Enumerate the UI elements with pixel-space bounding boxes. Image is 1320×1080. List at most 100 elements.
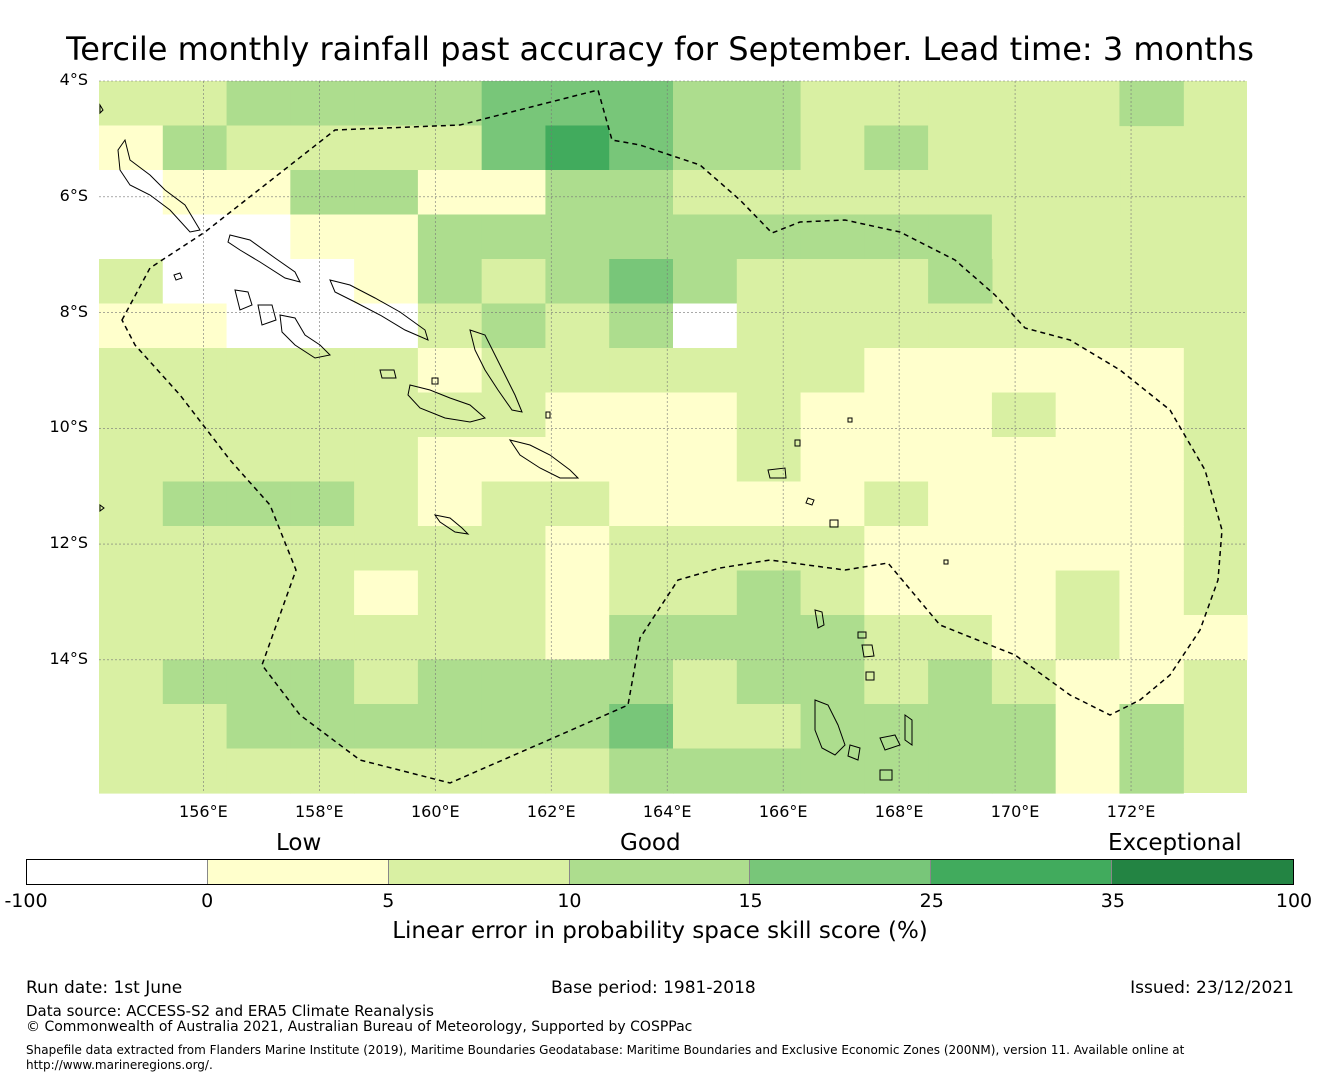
shapefile-url: http://www.marineregions.org/. <box>26 1058 213 1072</box>
skill-cell <box>99 659 164 705</box>
skill-cell <box>928 81 993 127</box>
skill-cell <box>1119 348 1184 394</box>
skill-cell <box>290 659 355 705</box>
skill-cell <box>1119 481 1184 527</box>
skill-cell <box>290 392 355 438</box>
skill-cell <box>226 81 291 127</box>
skill-cell <box>800 170 865 216</box>
skill-cell <box>928 748 993 794</box>
run-date: Run date: 1st June <box>26 978 183 998</box>
skill-cell <box>162 481 228 527</box>
skill-cell <box>800 348 865 394</box>
skill-cell <box>800 259 865 305</box>
lon-label: 170°E <box>990 802 1040 821</box>
lon-label: 160°E <box>410 802 460 821</box>
skill-cell <box>800 615 865 661</box>
skill-cell <box>673 570 738 616</box>
skill-cell <box>545 704 610 750</box>
skill-cell <box>354 481 419 527</box>
skill-cell <box>354 81 419 127</box>
skill-cell <box>354 125 419 171</box>
lon-label: 168°E <box>874 802 924 821</box>
skill-cell <box>864 748 929 794</box>
skill-cell <box>736 81 802 127</box>
skill-cell <box>736 392 802 438</box>
skill-cell <box>928 259 993 305</box>
skill-cell <box>162 348 228 394</box>
skill-cell <box>99 570 164 616</box>
skill-cell <box>417 526 483 572</box>
lat-label: 8°S <box>59 301 88 321</box>
skill-cell <box>991 526 1057 572</box>
skill-cell <box>545 170 610 216</box>
skill-cell <box>545 659 610 705</box>
skill-cell <box>290 348 355 394</box>
skill-cell <box>481 348 547 394</box>
skill-cell <box>290 748 355 794</box>
skill-cell <box>1055 348 1121 394</box>
skill-cell <box>800 303 865 349</box>
skill-cell <box>673 81 738 127</box>
skill-cell <box>354 615 419 661</box>
skill-cell <box>736 214 802 260</box>
skill-cell <box>481 392 547 438</box>
skill-cell <box>162 81 228 127</box>
skill-cell <box>354 392 419 438</box>
skill-cell <box>417 615 483 661</box>
skill-cell <box>609 170 674 216</box>
skill-cell <box>673 125 738 171</box>
skill-cell <box>1055 570 1121 616</box>
skill-cell <box>673 392 738 438</box>
rennell-island <box>433 514 470 535</box>
colorbar-tick-label: 35 <box>1100 890 1125 912</box>
colorbar-segment <box>1112 860 1294 884</box>
lon-label: 158°E <box>294 802 344 821</box>
category-label-good: Good <box>620 830 681 856</box>
skill-cell <box>609 392 674 438</box>
category-label-exceptional: Exceptional <box>1108 830 1242 856</box>
skill-cell <box>673 170 738 216</box>
skill-cell <box>1119 615 1184 661</box>
skill-cell <box>226 570 291 616</box>
skill-cell <box>928 481 993 527</box>
skill-cell <box>481 214 547 260</box>
espiritu-santo-island <box>814 699 846 756</box>
skill-cell <box>290 81 355 127</box>
skill-cell <box>417 303 483 349</box>
skill-cell <box>928 214 993 260</box>
skill-cell <box>481 659 547 705</box>
skill-cell <box>736 659 802 705</box>
eez-boundary <box>121 89 1223 784</box>
skill-cell <box>162 526 228 572</box>
skill-cell <box>481 615 547 661</box>
skill-cell <box>736 615 802 661</box>
skill-cell <box>226 392 291 438</box>
data-source: Data source: ACCESS-S2 and ERA5 Climate … <box>26 1002 434 1020</box>
skill-cell <box>1119 570 1184 616</box>
skill-cell <box>864 81 929 127</box>
lon-label: 172°E <box>1106 802 1156 821</box>
skill-cell <box>545 570 610 616</box>
skill-cell <box>864 392 929 438</box>
skill-cell <box>1055 437 1121 483</box>
lon-label: 156°E <box>179 802 228 821</box>
skill-cell <box>1055 526 1121 572</box>
skill-cell <box>162 392 228 438</box>
skill-cell <box>354 348 419 394</box>
skill-cell <box>928 615 993 661</box>
skill-cell <box>99 392 164 438</box>
skill-cell <box>991 570 1057 616</box>
skill-cell <box>290 437 355 483</box>
skill-cell <box>991 170 1057 216</box>
skill-cell <box>928 303 993 349</box>
skill-cell <box>354 303 419 349</box>
skill-cell <box>991 748 1057 794</box>
skill-cell <box>481 704 547 750</box>
skill-cell <box>99 704 164 750</box>
skill-cell <box>673 526 738 572</box>
colorbar-tick-label: 5 <box>382 890 395 912</box>
colorbar-segment <box>388 860 570 884</box>
skill-cell <box>800 437 865 483</box>
santa-isabel-island <box>329 279 429 341</box>
skill-cell <box>290 615 355 661</box>
